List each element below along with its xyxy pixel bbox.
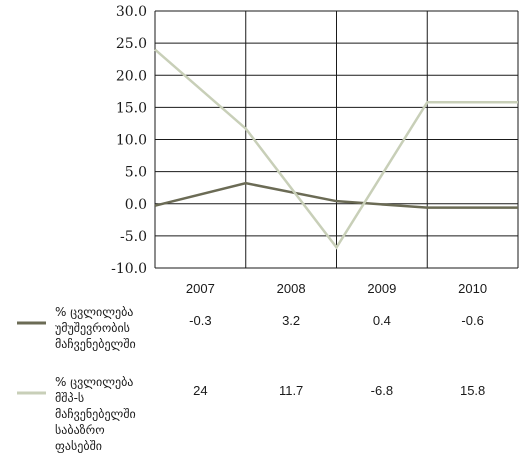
y-tick-label: 15.0 bbox=[116, 100, 147, 116]
data-label: -0.3 bbox=[189, 313, 211, 328]
data-label: 15.8 bbox=[460, 383, 485, 398]
data-label: -6.8 bbox=[371, 383, 393, 398]
data-label: 0.4 bbox=[373, 313, 391, 328]
legend-label-line: მშპ-ს bbox=[55, 391, 84, 405]
data-label: 11.7 bbox=[279, 383, 303, 398]
x-tick-label: 2010 bbox=[458, 281, 487, 296]
y-tick-label: 10.0 bbox=[116, 133, 147, 149]
legend-label-line: ფასებში bbox=[55, 439, 102, 453]
y-tick-label: 0.0 bbox=[125, 197, 147, 213]
legend-label-line: % ცვლილება bbox=[55, 375, 133, 389]
x-tick-label: 2008 bbox=[277, 281, 306, 296]
data-label: 24 bbox=[193, 383, 207, 398]
y-tick-label: 20.0 bbox=[116, 68, 147, 84]
y-tick-label: -10.0 bbox=[111, 261, 147, 277]
data-label: 3.2 bbox=[282, 313, 300, 328]
chart-grid bbox=[154, 10, 519, 269]
data-label: -0.6 bbox=[461, 313, 483, 328]
legend-label-line: მაჩვენებელში bbox=[55, 407, 136, 421]
series-lines bbox=[154, 48, 518, 250]
x-tick-label: 2009 bbox=[367, 281, 396, 296]
y-tick-label: 5.0 bbox=[125, 165, 147, 181]
y-tick-label: -5.0 bbox=[120, 229, 147, 245]
series-line-2 bbox=[154, 48, 518, 250]
series-line-1 bbox=[154, 181, 518, 209]
y-tick-label: 30.0 bbox=[116, 4, 147, 20]
legend-label-line: მაჩვენებელში bbox=[55, 337, 136, 351]
y-tick-label: 25.0 bbox=[116, 36, 147, 52]
legend-label-line: საბაზრო bbox=[55, 423, 105, 437]
x-tick-label: 2007 bbox=[186, 281, 215, 296]
legend-label-line: უმუშევრობის bbox=[55, 321, 130, 335]
y-axis-tick-labels: 30.0 25.0 20.0 15.0 10.0 5.0 0.0 -5.0 -10.0 bbox=[111, 4, 147, 277]
data-table: 2007 2008 2009 2010 % ცვლილება უმუშევრობის მაჩ… bbox=[17, 281, 487, 453]
legend-label-line: % ცვლილება bbox=[55, 305, 133, 319]
